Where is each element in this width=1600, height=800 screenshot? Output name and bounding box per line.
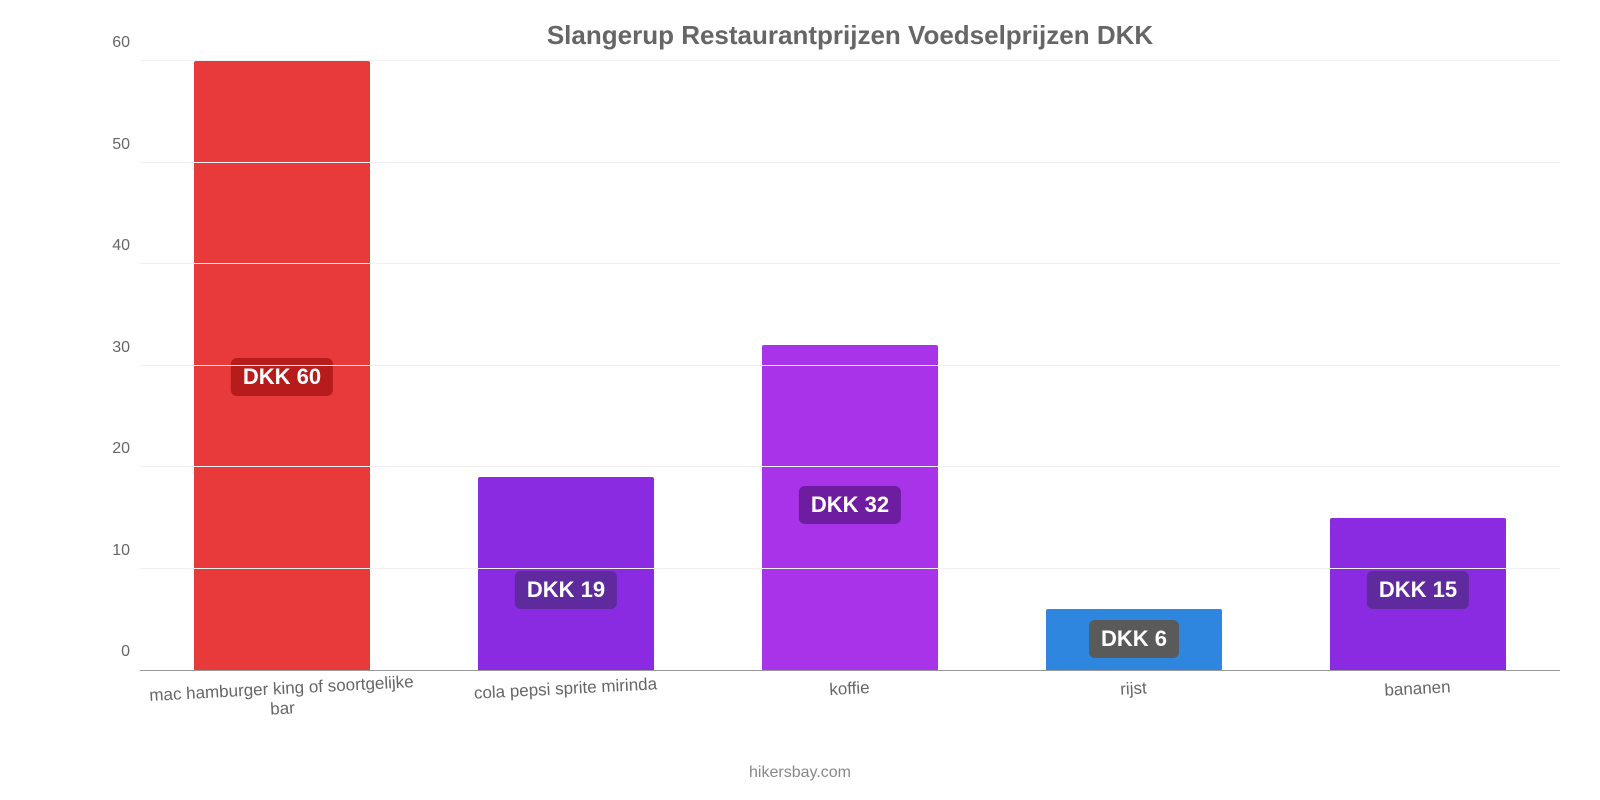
gridline [140, 365, 1560, 366]
x-label: bananen [1275, 672, 1561, 727]
value-badge: DKK 15 [1367, 571, 1469, 609]
gridline [140, 162, 1560, 163]
chart-title: Slangerup Restaurantprijzen Voedselprijz… [140, 20, 1560, 51]
y-tick: 0 [90, 643, 130, 661]
x-label: cola pepsi sprite mirinda [423, 672, 709, 727]
gridline [140, 568, 1560, 569]
y-tick: 60 [90, 34, 130, 52]
x-axis-labels: mac hamburger king of soortgelijke barco… [140, 679, 1560, 719]
attribution-text: hikersbay.com [0, 764, 1600, 782]
y-tick: 20 [90, 440, 130, 458]
value-badge: DKK 6 [1089, 620, 1179, 658]
bar-slot: DKK 32 [708, 61, 992, 670]
y-tick: 30 [90, 339, 130, 357]
gridline [140, 466, 1560, 467]
gridline [140, 263, 1560, 264]
bar-slot: DKK 15 [1276, 61, 1560, 670]
price-bar-chart: Slangerup Restaurantprijzen Voedselprijz… [0, 0, 1600, 800]
y-tick: 40 [90, 237, 130, 255]
bar-slot: DKK 60 [140, 61, 424, 670]
bars-container: DKK 60 DKK 19 DKK 32 DKK 6 DKK 15 [140, 61, 1560, 670]
gridline [140, 60, 1560, 61]
x-label: mac hamburger king of soortgelijke bar [139, 672, 425, 727]
x-label: koffie [707, 672, 993, 727]
value-badge: DKK 32 [799, 486, 901, 524]
bar-slot: DKK 6 [992, 61, 1276, 670]
y-tick: 50 [90, 136, 130, 154]
y-tick: 10 [90, 542, 130, 560]
value-badge: DKK 19 [515, 571, 617, 609]
plot-area: DKK 60DKK 19DKK 32DKK 6DKK 15 0102030405… [140, 61, 1560, 671]
x-label: rijst [991, 672, 1277, 727]
bar-slot: DKK 19 [424, 61, 708, 670]
